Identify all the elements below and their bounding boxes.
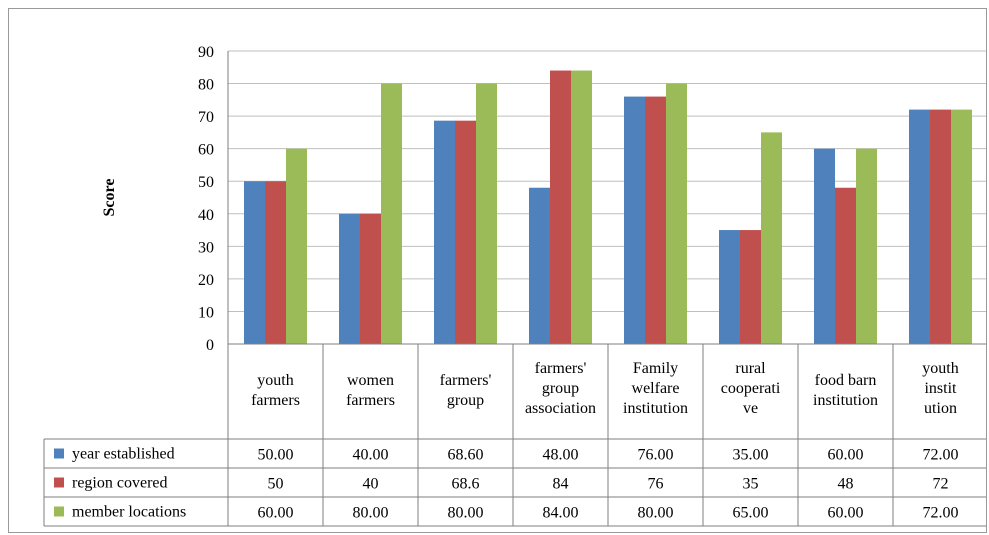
legend-swatch	[54, 506, 64, 517]
table-value: 80.00	[353, 505, 389, 522]
category-label: institution	[623, 400, 688, 417]
table-value: 48	[838, 476, 854, 493]
category-label: association	[525, 400, 596, 417]
bar	[381, 83, 402, 345]
category-label: youth	[922, 360, 958, 377]
bar	[951, 109, 972, 344]
category-label: women	[347, 372, 394, 389]
table-value: 50	[268, 476, 284, 493]
category-label: group	[542, 380, 579, 397]
bar	[835, 187, 856, 344]
y-tick-label: 80	[198, 77, 214, 94]
bar	[761, 132, 782, 344]
bar	[571, 70, 592, 345]
bar	[286, 148, 307, 344]
category-label: institution	[813, 392, 878, 409]
bar	[455, 120, 476, 345]
bar	[909, 109, 930, 344]
table-value: 68.6	[452, 476, 480, 493]
bar	[339, 213, 360, 344]
bar	[930, 109, 951, 344]
table-value: 84.00	[543, 505, 579, 522]
bar	[360, 213, 381, 344]
category-label: farmers	[346, 392, 395, 409]
table-value: 35.00	[733, 447, 769, 464]
legend-label: region covered	[72, 475, 168, 492]
bar	[814, 148, 835, 344]
y-tick-label: 10	[198, 304, 214, 321]
legend-swatch	[54, 477, 64, 488]
bar	[265, 181, 286, 344]
table-value: 60.00	[828, 447, 864, 464]
y-tick-label: 40	[198, 207, 214, 224]
category-label: ve	[743, 400, 758, 417]
y-tick-label: 70	[198, 109, 214, 126]
y-tick-label: 0	[206, 337, 214, 354]
category-label: farmers'	[535, 360, 587, 377]
table-value: 72	[933, 476, 949, 493]
bar	[244, 181, 265, 344]
table-value: 40	[363, 476, 379, 493]
table-value: 60.00	[258, 505, 294, 522]
table-value: 60.00	[828, 505, 864, 522]
legend-label: year established	[72, 446, 175, 463]
bar	[666, 83, 687, 345]
y-tick-label: 50	[198, 174, 214, 191]
y-tick-label: 30	[198, 239, 214, 256]
category-label: rural	[735, 360, 766, 377]
table-value: 76.00	[638, 447, 674, 464]
bar	[529, 187, 550, 344]
category-label: farmers	[251, 392, 300, 409]
table-value: 72.00	[923, 505, 959, 522]
table-value: 76	[648, 476, 664, 493]
bar	[434, 120, 455, 345]
category-label: youth	[257, 372, 293, 389]
table-value: 35	[743, 476, 759, 493]
category-label: Family	[633, 360, 678, 377]
category-label: ution	[924, 400, 957, 417]
table-value: 68.60	[448, 447, 484, 464]
bar	[550, 70, 571, 345]
legend-label: member locations	[72, 504, 186, 521]
y-tick-label: 90	[198, 44, 214, 61]
category-label: cooperati	[721, 380, 781, 397]
chart-frame: 0 10 20 30 40 50 60 70 80 90 Score youth farmers wome…	[8, 8, 987, 533]
bar	[476, 83, 497, 345]
table-value: 50.00	[258, 447, 294, 464]
table-value: 72.00	[923, 447, 959, 464]
table-value: 48.00	[543, 447, 579, 464]
category-label: group	[447, 392, 484, 409]
bar	[624, 96, 645, 344]
table-value: 80.00	[448, 505, 484, 522]
table-value: 84	[553, 476, 569, 493]
y-tick-label: 20	[198, 272, 214, 289]
y-axis-title: Score	[101, 179, 118, 217]
category-label: farmers'	[440, 372, 492, 389]
bar	[856, 148, 877, 344]
y-tick-label: 60	[198, 142, 214, 159]
category-label: welfare	[632, 380, 680, 397]
table-value: 40.00	[353, 447, 389, 464]
legend-swatch	[54, 448, 64, 459]
bar	[719, 230, 740, 344]
category-label: food barn	[815, 372, 877, 389]
table-value: 65.00	[733, 505, 769, 522]
bar	[740, 230, 761, 344]
category-label: instit	[924, 380, 957, 397]
table-value: 80.00	[638, 505, 674, 522]
bar	[645, 96, 666, 344]
bar-chart: 0 10 20 30 40 50 60 70 80 90 Score youth farmers wome…	[43, 44, 986, 527]
